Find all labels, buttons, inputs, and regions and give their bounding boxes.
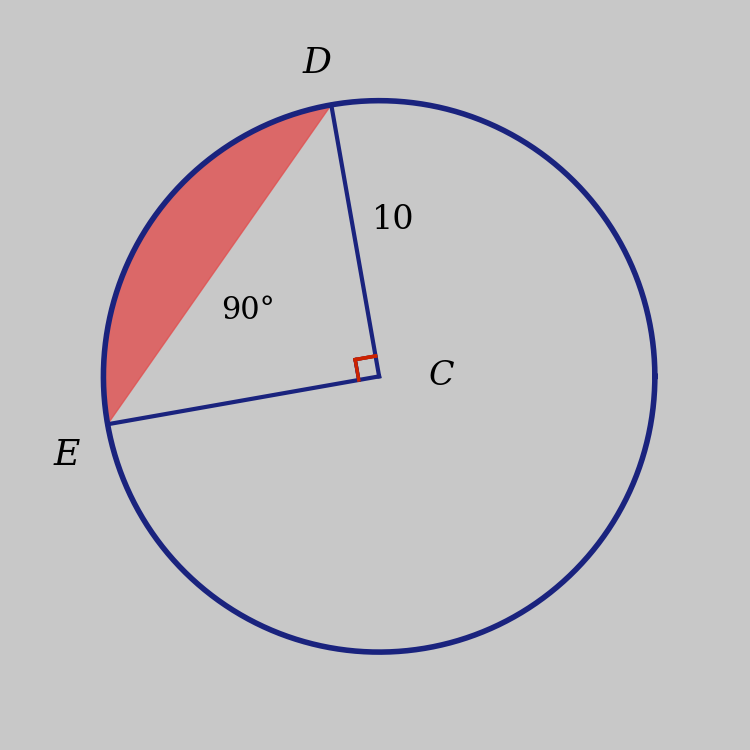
Text: D: D bbox=[303, 46, 332, 80]
Text: E: E bbox=[54, 438, 80, 472]
Text: C: C bbox=[429, 361, 454, 392]
Text: 90°: 90° bbox=[221, 295, 275, 326]
Text: 10: 10 bbox=[372, 204, 415, 236]
Polygon shape bbox=[104, 105, 332, 424]
